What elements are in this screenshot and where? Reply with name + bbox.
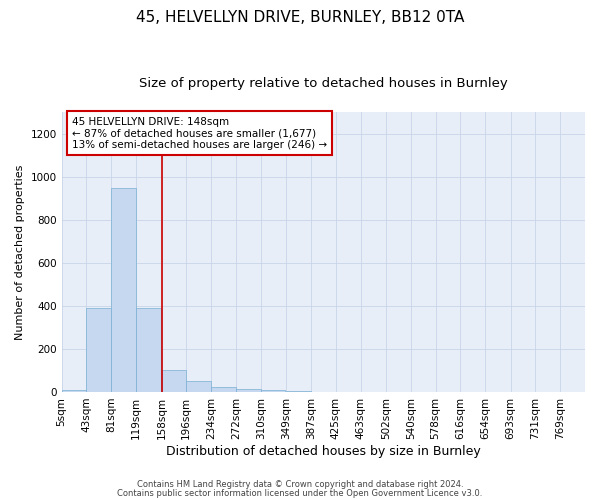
Bar (161, 370, 187, 392)
Bar (111, 188, 136, 392)
Bar (236, 388, 260, 392)
Text: Contains HM Land Registry data © Crown copyright and database right 2024.: Contains HM Land Registry data © Crown c… (137, 480, 463, 489)
Title: Size of property relative to detached houses in Burnley: Size of property relative to detached ho… (139, 78, 508, 90)
Text: Contains public sector information licensed under the Open Government Licence v3: Contains public sector information licen… (118, 488, 482, 498)
Bar (136, 308, 161, 392)
X-axis label: Distribution of detached houses by size in Burnley: Distribution of detached houses by size … (166, 444, 481, 458)
Bar (211, 386, 236, 392)
Bar (286, 391, 311, 392)
Bar (187, 381, 211, 392)
Bar (86, 308, 111, 392)
Bar (62, 390, 86, 392)
Y-axis label: Number of detached properties: Number of detached properties (15, 164, 25, 340)
Bar (260, 390, 286, 392)
Text: 45 HELVELLYN DRIVE: 148sqm
← 87% of detached houses are smaller (1,677)
13% of s: 45 HELVELLYN DRIVE: 148sqm ← 87% of deta… (72, 116, 327, 150)
Text: 45, HELVELLYN DRIVE, BURNLEY, BB12 0TA: 45, HELVELLYN DRIVE, BURNLEY, BB12 0TA (136, 10, 464, 25)
